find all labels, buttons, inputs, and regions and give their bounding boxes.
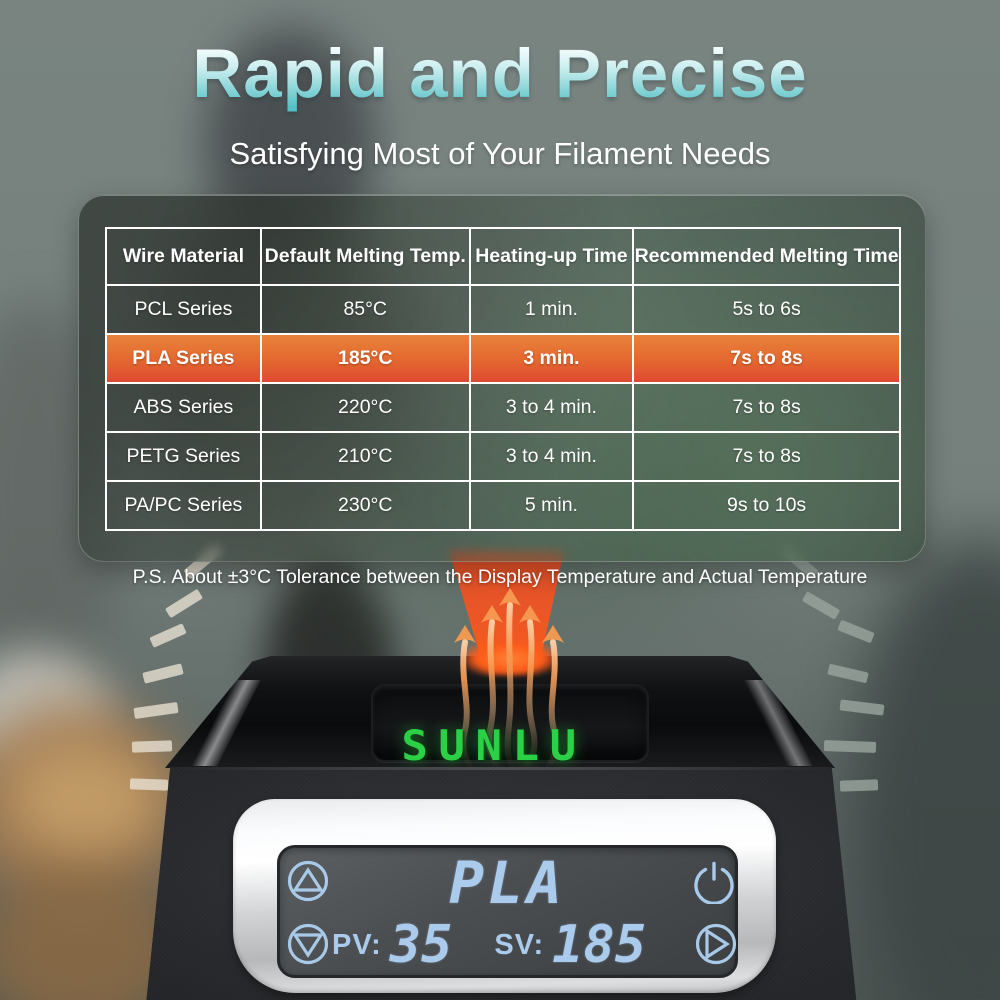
cell-recommended: 7s to 8s (632, 382, 901, 433)
temp-up-button-icon (286, 859, 330, 903)
brand-logo: SUNLU (401, 721, 587, 770)
bg-shadow-blur (850, 540, 1000, 1000)
col-header-temp: Default Melting Temp. (259, 227, 471, 286)
cell-recommended: 7s to 8s (632, 431, 901, 482)
col-header-recommended: Recommended Melting Time (632, 227, 901, 286)
tolerance-note: P.S. About ±3°C Tolerance between the Di… (132, 566, 868, 588)
lcd-values-row: PV: 35 SV: 185 (332, 916, 701, 974)
table-header-row: Wire Material Default Melting Temp. Heat… (105, 227, 901, 286)
cell-recommended: 5s to 6s (632, 284, 901, 335)
pv-value: 35 (389, 915, 453, 975)
heat-arrows-graphic (454, 588, 564, 772)
cell-material: ABS Series (105, 382, 262, 433)
cell-heating: 3 min. (468, 333, 635, 384)
sv-value: 185 (552, 915, 647, 975)
table-row: PA/PC Series 230°C 5 min. 9s to 10s (105, 480, 901, 531)
cell-recommended: 9s to 10s (632, 480, 901, 531)
melting-spec-table: Wire Material Default Melting Temp. Heat… (105, 227, 901, 531)
power-button-icon (692, 860, 736, 905)
cell-temp: 230°C (259, 480, 471, 531)
col-header-material: Wire Material (105, 227, 262, 286)
cell-heating: 3 to 4 min. (468, 382, 635, 433)
cell-heating: 5 min. (468, 480, 635, 531)
heat-mark (839, 779, 879, 792)
table-row: PLA Series 185°C 3 min. 7s to 8s (105, 333, 901, 384)
bg-wood-blur (15, 750, 155, 850)
heat-mark (823, 740, 877, 753)
cell-temp: 220°C (259, 382, 471, 433)
sv-label: SV: (494, 928, 545, 961)
cell-material: PCL Series (105, 284, 262, 335)
cell-recommended: 7s to 8s (632, 333, 901, 384)
table-row: PCL Series 85°C 1 min. 5s to 6s (105, 284, 901, 335)
cell-temp: 210°C (259, 431, 471, 482)
cell-heating: 3 to 4 min. (468, 431, 635, 482)
page-subtitle: Satisfying Most of Your Filament Needs (229, 136, 771, 171)
col-header-heating: Heating-up Time (468, 227, 635, 286)
cell-temp: 85°C (259, 284, 471, 335)
heat-mark (129, 778, 169, 791)
spec-panel: Wire Material Default Melting Temp. Heat… (78, 194, 926, 562)
heat-mark (131, 740, 173, 753)
cell-material: PLA Series (105, 333, 262, 384)
cell-heating: 1 min. (468, 284, 635, 335)
table-row: ABS Series 220°C 3 to 4 min. 7s to 8s (105, 382, 901, 433)
temp-down-button-icon (286, 922, 330, 966)
page-title: Rapid and Precise (0, 34, 1000, 113)
start-button-icon (694, 922, 738, 966)
lcd-screen: PLA PV: 35 SV: 185 (277, 845, 738, 978)
pv-label: PV: (332, 928, 382, 961)
table-row: PETG Series 210°C 3 to 4 min. 7s to 8s (105, 431, 901, 482)
lcd-material-readout: PLA (449, 849, 566, 917)
cell-temp: 185°C (259, 333, 471, 384)
cell-material: PETG Series (105, 431, 262, 482)
cell-material: PA/PC Series (105, 480, 262, 531)
